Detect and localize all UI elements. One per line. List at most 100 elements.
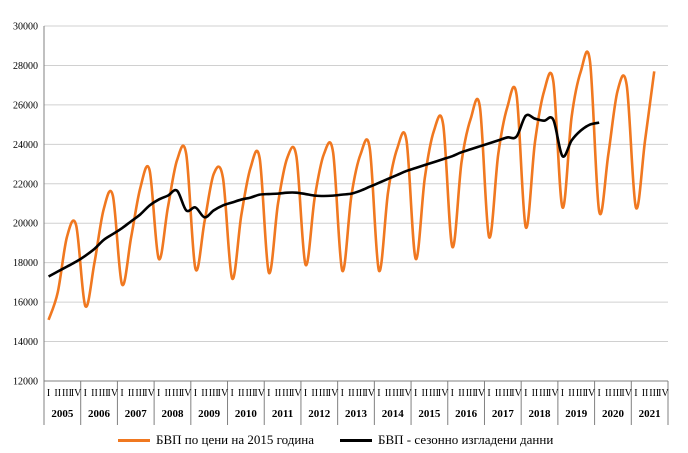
x-tick-quarter-label: II xyxy=(311,388,318,399)
x-tick-quarter-label: III xyxy=(135,388,145,399)
x-tick-quarter-label: IV xyxy=(658,388,669,399)
x-tick-quarter-label: II xyxy=(605,388,612,399)
x-tick-quarter-label: IV xyxy=(218,388,229,399)
x-tick-quarter-label: I xyxy=(84,388,87,399)
x-tick-quarter-label: III xyxy=(356,388,366,399)
x-tick-quarter-label: III xyxy=(172,388,182,399)
x-tick-quarter-label: IV xyxy=(511,388,522,399)
y-tick-label: 16000 xyxy=(13,298,38,309)
x-tick-quarter-label: III xyxy=(466,388,476,399)
x-tick-year-label: 2015 xyxy=(418,408,441,420)
x-tick-quarter-label: I xyxy=(267,388,270,399)
x-tick-quarter-label: II xyxy=(532,388,539,399)
x-tick-quarter-label: I xyxy=(157,388,160,399)
x-tick-quarter-label: I xyxy=(304,388,307,399)
y-tick-label: 12000 xyxy=(13,377,38,388)
legend-label-gdp: БВП по цени на 2015 година xyxy=(156,432,315,447)
x-tick-year-label: 2012 xyxy=(308,408,331,420)
x-tick-quarter-label: III xyxy=(502,388,512,399)
y-tick-label: 18000 xyxy=(13,258,38,269)
x-tick-year-label: 2020 xyxy=(602,408,625,420)
x-tick-quarter-label: II xyxy=(275,388,282,399)
x-tick-year-label: 2021 xyxy=(639,408,661,420)
x-tick-quarter-label: IV xyxy=(291,388,302,399)
y-tick-label: 26000 xyxy=(13,100,38,111)
x-tick-year-label: 2007 xyxy=(125,408,148,420)
x-tick-quarter-label: I xyxy=(377,388,380,399)
y-tick-label: 14000 xyxy=(13,337,38,348)
x-tick-year-label: 2009 xyxy=(198,408,221,420)
series-line-gdp-2015-prices xyxy=(47,50,656,321)
x-tick-quarter-label: I xyxy=(634,388,637,399)
x-tick-year-label: 2005 xyxy=(51,408,74,420)
x-tick-quarter-label: I xyxy=(341,388,344,399)
x-tick-quarter-label: III xyxy=(209,388,219,399)
x-tick-quarter-label: IV xyxy=(254,388,265,399)
x-tick-quarter-label: III xyxy=(392,388,402,399)
axes xyxy=(43,26,669,425)
x-tick-quarter-label: IV xyxy=(71,388,82,399)
x-tick-year-label: 2016 xyxy=(455,408,478,420)
x-tick-quarter-label: IV xyxy=(144,388,155,399)
y-axis-ticks: 12000 14000 16000 18000 20000 22000 24000 26000… xyxy=(13,22,38,388)
legend-label-sa: БВП - сезонно изгладени данни xyxy=(378,432,554,447)
x-tick-quarter-label: II xyxy=(91,388,98,399)
x-tick-quarter-label: III xyxy=(62,388,72,399)
x-tick-quarter-label: I xyxy=(598,388,601,399)
x-tick-year-label: 2008 xyxy=(161,408,184,420)
x-tick-quarter-label: IV xyxy=(585,388,596,399)
x-tick-quarter-label: II xyxy=(238,388,245,399)
x-tick-quarter-label: III xyxy=(576,388,586,399)
x-tick-quarter-label: III xyxy=(99,388,109,399)
legend-item-sa: БВП - сезонно изгладени данни xyxy=(340,432,553,448)
x-tick-quarter-label: IV xyxy=(328,388,339,399)
x-tick-year-label: 2018 xyxy=(529,408,552,420)
x-tick-quarter-label: IV xyxy=(401,388,412,399)
x-tick-quarter-label: IV xyxy=(364,388,375,399)
x-tick-quarter-label: IV xyxy=(621,388,632,399)
x-tick-quarter-label: I xyxy=(120,388,123,399)
x-axis-year-labels: 2005 2006 2007 2008 2009 2010 2011 2012 2013 2014… xyxy=(51,408,660,420)
x-tick-year-label: 2014 xyxy=(382,408,405,420)
x-tick-quarter-label: I xyxy=(230,388,233,399)
x-tick-quarter-label: III xyxy=(649,388,659,399)
x-tick-quarter-label: III xyxy=(539,388,549,399)
y-tick-label: 22000 xyxy=(13,179,38,190)
x-tick-quarter-label: II xyxy=(54,388,61,399)
x-tick-year-label: 2019 xyxy=(565,408,588,420)
x-tick-year-label: 2010 xyxy=(235,408,258,420)
x-tick-quarter-label: I xyxy=(561,388,564,399)
grid-lines xyxy=(44,25,668,343)
legend: БВП по цени на 2015 година БВП - сезонно… xyxy=(118,430,579,450)
x-tick-quarter-label: IV xyxy=(438,388,449,399)
legend-item-gdp: БВП по цени на 2015 година xyxy=(118,432,314,448)
x-tick-quarter-label: III xyxy=(245,388,255,399)
x-tick-year-label: 2011 xyxy=(272,408,293,420)
x-tick-quarter-label: I xyxy=(194,388,197,399)
x-tick-quarter-label: II xyxy=(385,388,392,399)
x-tick-quarter-label: II xyxy=(348,388,355,399)
x-tick-quarter-label: IV xyxy=(181,388,192,399)
x-tick-year-label: 2006 xyxy=(88,408,111,420)
x-tick-quarter-label: II xyxy=(201,388,208,399)
series-line-gdp-seasonally-adjusted xyxy=(47,113,600,278)
y-tick-label: 30000 xyxy=(13,22,38,33)
x-tick-quarter-label: II xyxy=(642,388,649,399)
x-tick-quarter-label: II xyxy=(495,388,502,399)
y-tick-label: 24000 xyxy=(13,140,38,151)
x-tick-quarter-label: III xyxy=(319,388,329,399)
x-tick-year-label: 2013 xyxy=(345,408,368,420)
x-tick-quarter-label: II xyxy=(421,388,428,399)
x-tick-quarter-label: I xyxy=(524,388,527,399)
x-tick-quarter-label: III xyxy=(282,388,292,399)
x-tick-quarter-label: III xyxy=(429,388,439,399)
chart: 12000 14000 16000 18000 20000 22000 24000 26000… xyxy=(13,22,670,425)
x-tick-quarter-label: II xyxy=(568,388,575,399)
x-tick-quarter-label: II xyxy=(128,388,135,399)
legend-swatch-gdp xyxy=(118,438,150,442)
x-tick-quarter-label: I xyxy=(451,388,454,399)
x-tick-quarter-label: III xyxy=(613,388,623,399)
x-tick-quarter-label: IV xyxy=(108,388,119,399)
x-tick-quarter-label: IV xyxy=(475,388,486,399)
